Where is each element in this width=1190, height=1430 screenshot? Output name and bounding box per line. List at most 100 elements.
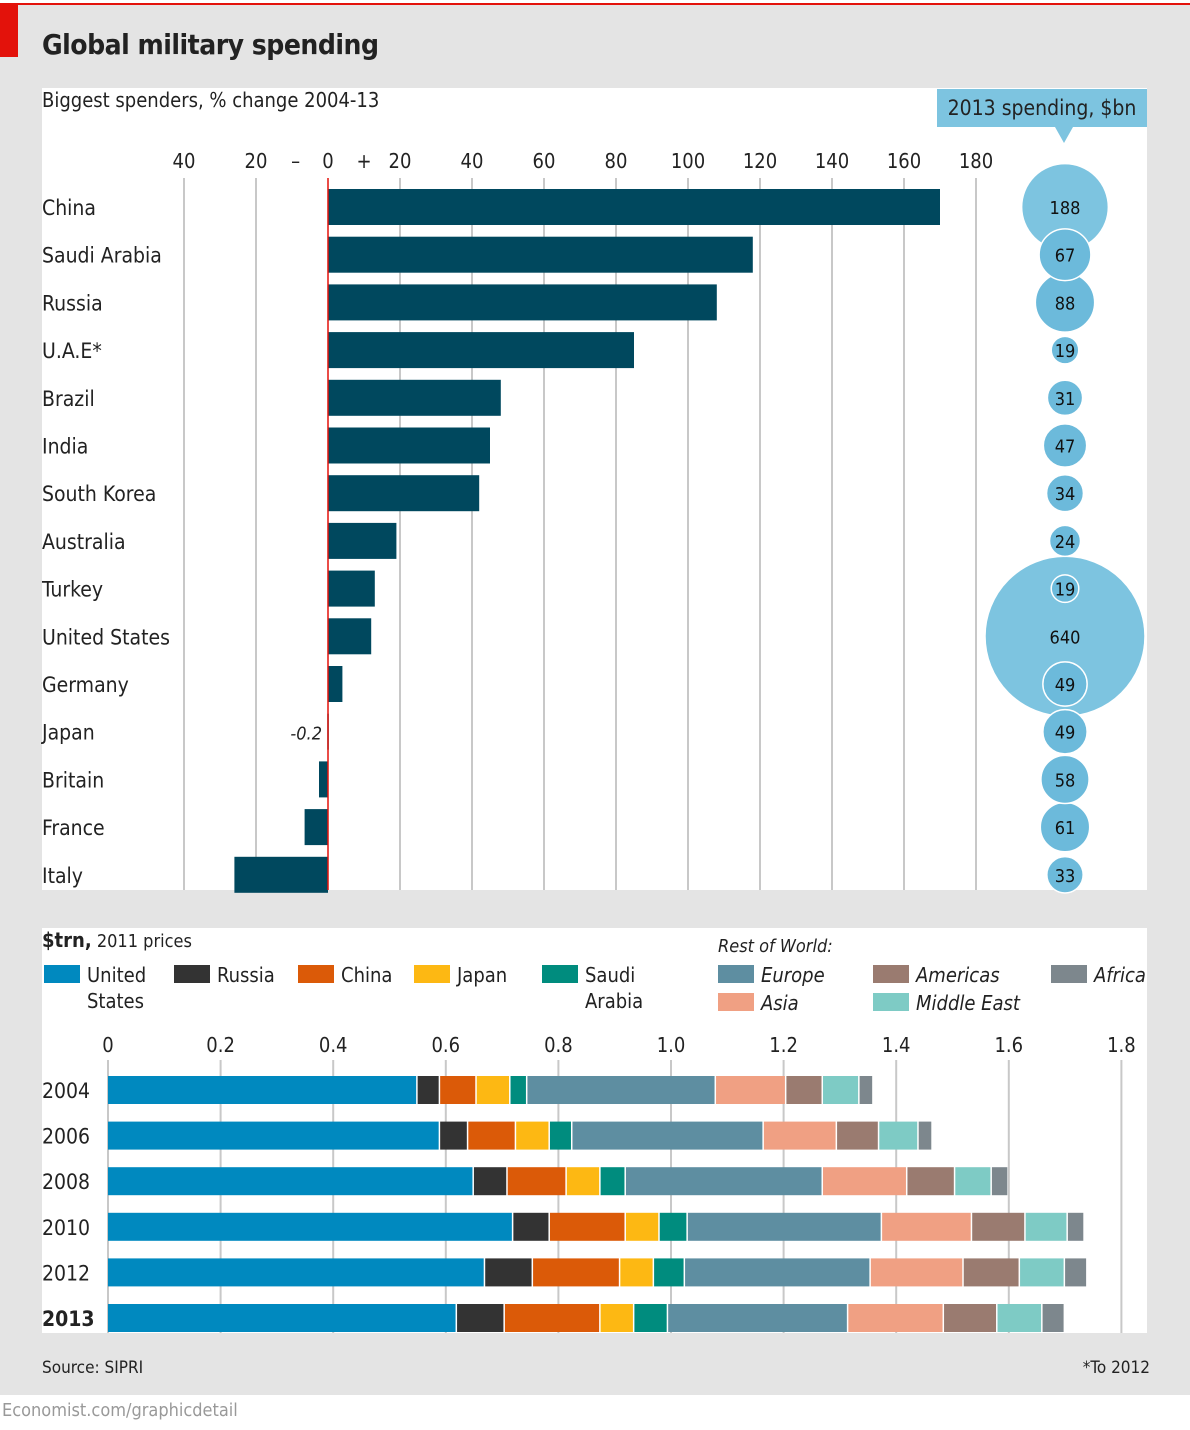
segment-middle-east <box>879 1121 918 1150</box>
segment-africa <box>918 1121 932 1150</box>
bar-germany <box>328 666 343 702</box>
bar-u-a-e- <box>328 332 634 369</box>
segment-united-states <box>108 1258 484 1287</box>
bubble <box>1050 574 1080 604</box>
legend-swatch <box>1051 965 1087 983</box>
segment-russia <box>473 1167 507 1196</box>
x-tick-label: 1.4 <box>882 1033 911 1057</box>
segment-americas <box>786 1076 822 1104</box>
brand-tab <box>0 5 18 57</box>
bubble-label: 49 <box>1055 675 1076 696</box>
year-label: 2006 <box>42 1125 90 1149</box>
bubble-label: 88 <box>1055 293 1076 314</box>
bar-india <box>328 427 490 464</box>
segment-japan <box>620 1258 653 1287</box>
category-label: Japan <box>41 721 95 745</box>
segment-russia <box>513 1212 549 1241</box>
page-title: Global military spending <box>42 28 379 61</box>
segment-saudi-arabia <box>510 1076 526 1104</box>
segment-europe <box>625 1167 822 1196</box>
bubble <box>1042 661 1088 707</box>
bubble-chart-title: 2013 spending, $bn <box>937 89 1147 143</box>
legend-label: Japan <box>456 963 507 987</box>
segment-china <box>468 1121 515 1150</box>
segment-china <box>440 1076 476 1104</box>
legend-label: States <box>87 989 144 1013</box>
segment-middle-east <box>1025 1212 1067 1241</box>
segment-africa <box>1067 1212 1084 1241</box>
legend-label: Saudi <box>585 963 635 987</box>
x-tick-label: 160 <box>887 149 921 173</box>
bubble-label: 19 <box>1055 341 1076 362</box>
segment-africa <box>859 1076 873 1104</box>
legend-label: China <box>341 963 392 987</box>
segment-china <box>507 1167 566 1196</box>
segment-asia <box>882 1212 971 1241</box>
x-tick-label: 0.8 <box>544 1033 573 1057</box>
segment-russia <box>485 1258 532 1287</box>
segment-asia <box>716 1076 785 1104</box>
bubble-label: 31 <box>1055 389 1076 410</box>
footer-link[interactable]: Economist.com/graphicdetail <box>2 1400 238 1421</box>
bubble <box>1046 379 1084 417</box>
legend-swatch <box>44 965 80 983</box>
segment-saudi-arabia <box>549 1121 571 1150</box>
segment-europe <box>572 1121 763 1150</box>
bar-turkey <box>328 570 375 607</box>
segment-africa <box>991 1167 1008 1196</box>
bar-china <box>328 189 940 225</box>
segment-middle-east <box>1020 1258 1064 1287</box>
bubble-label: 19 <box>1055 580 1076 601</box>
x-tick-label: 0.4 <box>319 1033 348 1057</box>
bubble-label: 49 <box>1055 723 1076 744</box>
legend-label: United <box>87 963 146 987</box>
x-tick-label: 0.2 <box>206 1033 235 1057</box>
bar-italy <box>234 856 328 893</box>
bubble <box>1048 524 1082 558</box>
segment-united-states <box>108 1167 473 1196</box>
segment-japan <box>600 1304 633 1332</box>
x-tick-label: 100 <box>671 149 705 173</box>
x-tick-label: 40 <box>461 149 484 173</box>
segment-china <box>533 1258 619 1287</box>
segment-united-states <box>108 1304 456 1332</box>
x-tick-label: 120 <box>743 149 777 173</box>
bar-australia <box>328 522 397 559</box>
x-tick-label: 180 <box>959 149 993 173</box>
bubble <box>1042 708 1088 755</box>
bar-south-korea <box>328 475 480 512</box>
legend-label: Africa <box>1093 963 1146 987</box>
x-tick-label: 40 <box>173 149 196 173</box>
segment-saudi-arabia <box>654 1258 684 1287</box>
segment-saudi-arabia <box>634 1304 667 1332</box>
bubble-label: 61 <box>1055 818 1076 839</box>
segment-asia <box>870 1258 963 1287</box>
bar-united-states <box>328 618 372 655</box>
bubble-label: 47 <box>1055 437 1076 458</box>
legend-label: Arabia <box>585 989 643 1013</box>
data-label: -0.2 <box>290 724 322 745</box>
unit-label: $trn, <box>42 928 92 952</box>
segment-americas <box>944 1304 997 1332</box>
top-chart-title: Biggest spenders, % change 2004-13 <box>42 88 380 112</box>
category-label: United States <box>42 625 170 649</box>
category-label: Britain <box>42 768 104 792</box>
bubble <box>1042 423 1088 468</box>
segment-china <box>504 1304 600 1332</box>
x-tick-label: + <box>356 149 371 173</box>
bar-brazil <box>328 379 501 416</box>
segment-americas <box>837 1121 878 1150</box>
legend-swatch <box>174 965 210 983</box>
segment-europe <box>668 1304 847 1332</box>
bubble-label: 34 <box>1055 484 1076 505</box>
category-label: Russia <box>42 291 103 315</box>
legend-swatch <box>873 965 909 983</box>
x-tick-label: 1.0 <box>657 1033 686 1057</box>
segment-united-states <box>108 1076 417 1104</box>
bubble <box>1045 474 1085 513</box>
bar-saudi-arabia <box>328 236 753 273</box>
x-tick-label: 20 <box>245 149 268 173</box>
x-tick-label: 1.8 <box>1107 1033 1136 1057</box>
bubble <box>1050 335 1080 365</box>
